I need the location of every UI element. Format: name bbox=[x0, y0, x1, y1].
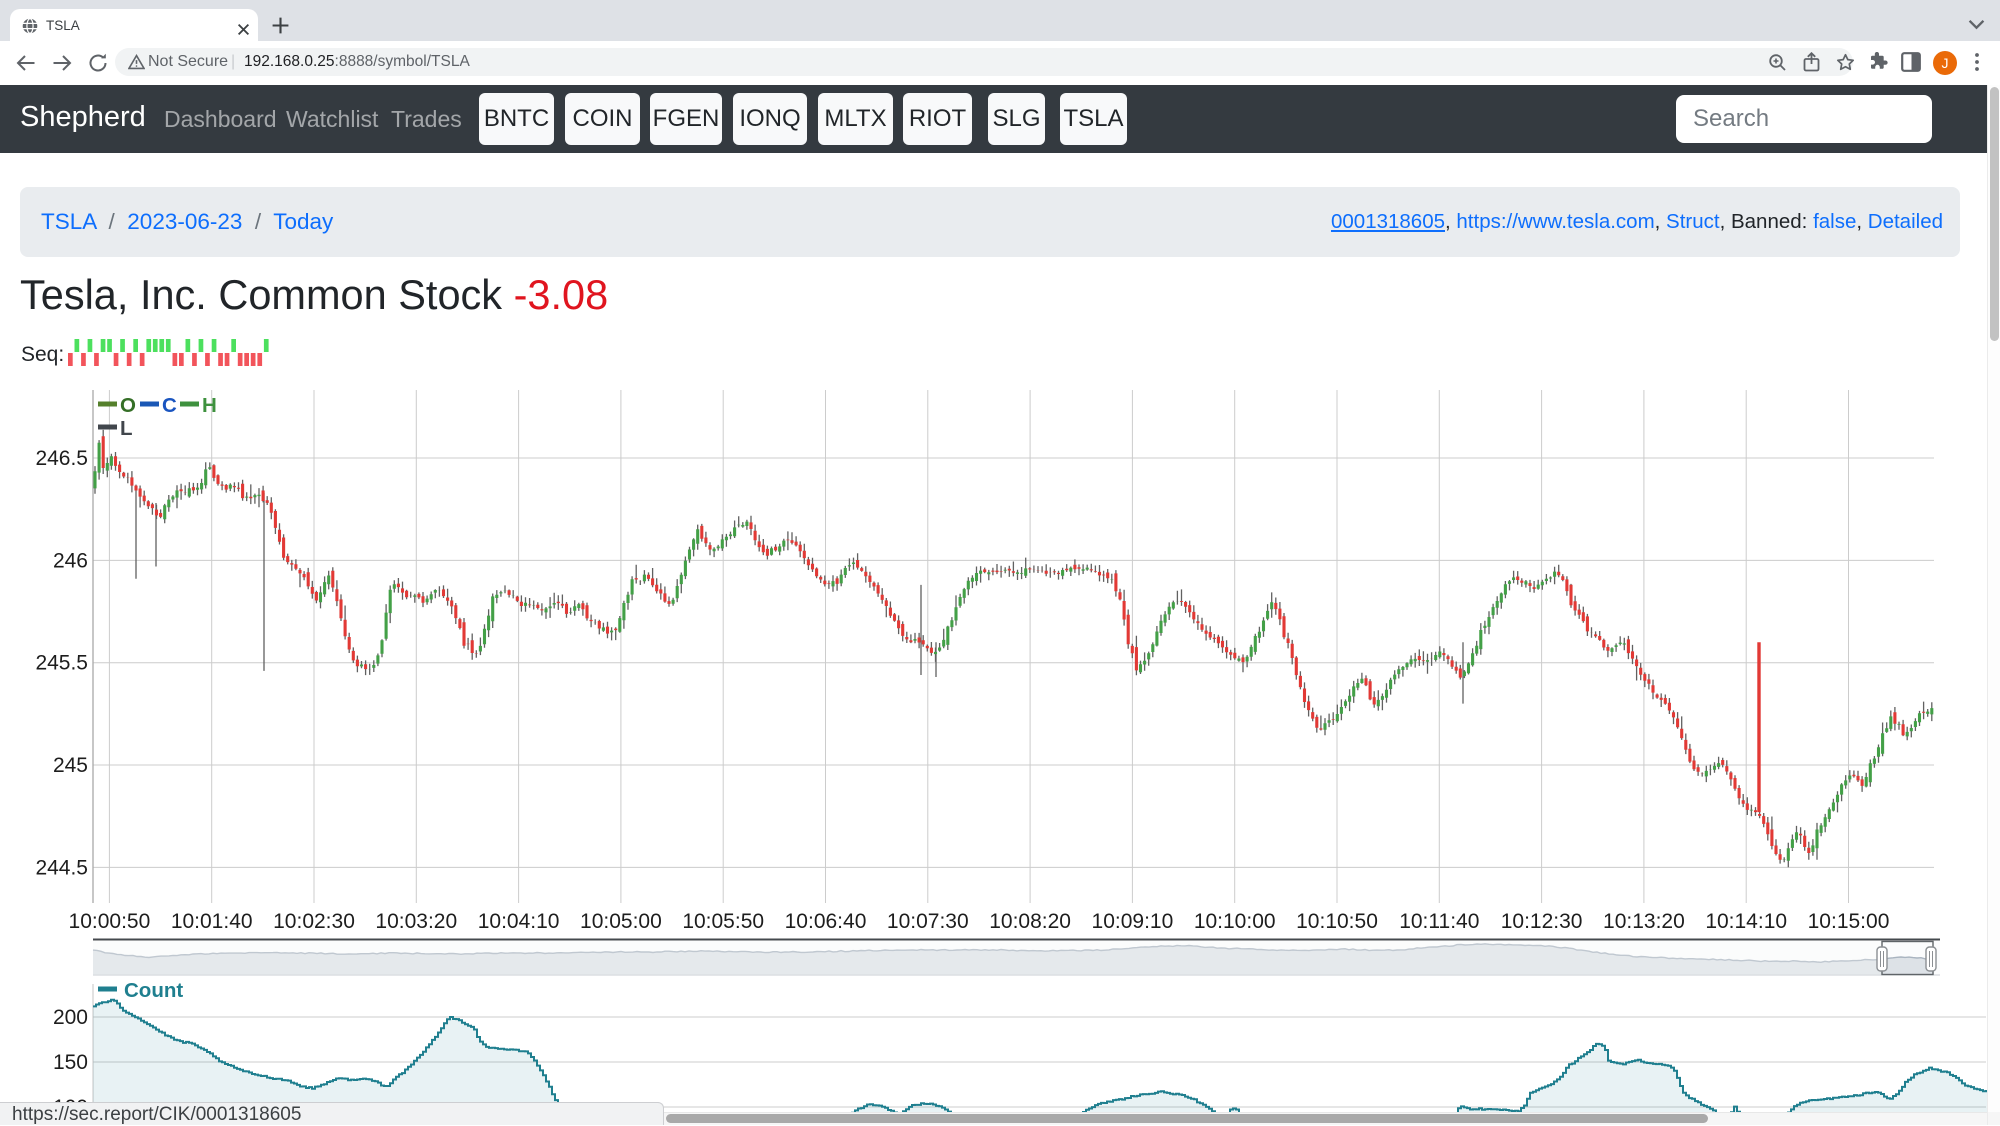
svg-text:10:04:10: 10:04:10 bbox=[478, 910, 560, 933]
svg-text:10:03:20: 10:03:20 bbox=[375, 910, 457, 933]
svg-text:10:08:20: 10:08:20 bbox=[989, 910, 1071, 933]
svg-text:246.5: 246.5 bbox=[35, 447, 88, 470]
svg-text:O: O bbox=[120, 394, 136, 417]
svg-text:10:01:40: 10:01:40 bbox=[171, 910, 253, 933]
svg-text:10:06:40: 10:06:40 bbox=[785, 910, 867, 933]
svg-text:10:07:30: 10:07:30 bbox=[887, 910, 969, 933]
svg-text:L: L bbox=[120, 417, 133, 440]
svg-text:246: 246 bbox=[53, 549, 88, 572]
svg-text:H: H bbox=[202, 394, 217, 417]
svg-text:10:05:50: 10:05:50 bbox=[682, 910, 764, 933]
svg-text:10:02:30: 10:02:30 bbox=[273, 910, 355, 933]
svg-text:10:09:10: 10:09:10 bbox=[1092, 910, 1174, 933]
svg-text:Count: Count bbox=[124, 979, 183, 1002]
svg-text:10:05:00: 10:05:00 bbox=[580, 910, 662, 933]
svg-text:10:12:30: 10:12:30 bbox=[1501, 910, 1583, 933]
svg-text:200: 200 bbox=[53, 1006, 88, 1029]
svg-text:245.5: 245.5 bbox=[35, 652, 88, 675]
svg-text:10:11:40: 10:11:40 bbox=[1399, 910, 1479, 933]
svg-text:150: 150 bbox=[53, 1051, 88, 1074]
svg-text:10:00:50: 10:00:50 bbox=[69, 910, 151, 933]
svg-text:10:13:20: 10:13:20 bbox=[1603, 910, 1685, 933]
svg-text:10:10:00: 10:10:00 bbox=[1194, 910, 1276, 933]
svg-text:10:10:50: 10:10:50 bbox=[1296, 910, 1378, 933]
svg-text:C: C bbox=[162, 394, 177, 417]
svg-text:10:15:00: 10:15:00 bbox=[1808, 910, 1890, 933]
svg-text:244.5: 244.5 bbox=[35, 856, 88, 879]
svg-text:245: 245 bbox=[53, 754, 88, 777]
svg-text:10:14:10: 10:14:10 bbox=[1705, 910, 1787, 933]
